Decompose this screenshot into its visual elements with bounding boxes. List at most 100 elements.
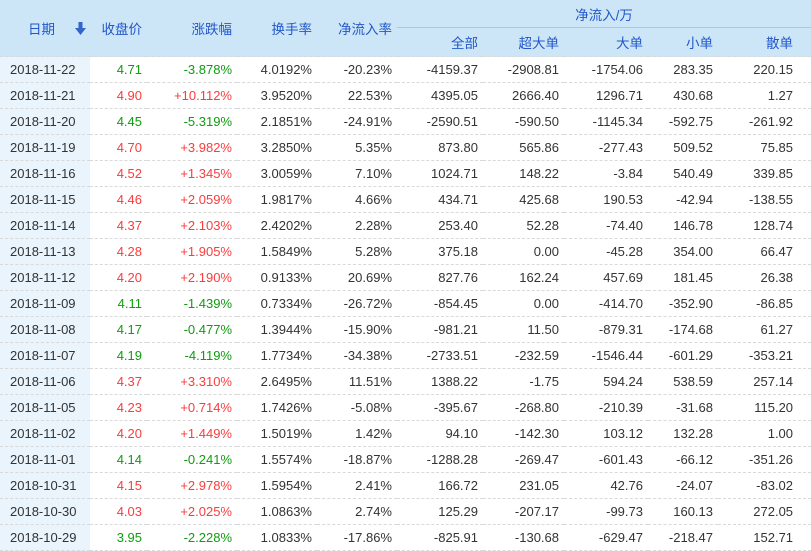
inflow-all-cell: 827.76	[397, 264, 483, 291]
inflow-rate-cell: 5.28%	[317, 238, 397, 265]
turnover-cell: 2.1851%	[237, 108, 317, 135]
date-cell: 2018-10-31	[0, 472, 90, 499]
date-cell: 2018-10-29	[0, 524, 90, 551]
date-cell: 2018-11-01	[0, 446, 90, 473]
column-header-large: 大单	[564, 27, 648, 57]
turnover-cell: 1.5574%	[237, 446, 317, 473]
inflow-rate-cell: 1.42%	[317, 420, 397, 447]
inflow-rate-cell: 4.66%	[317, 186, 397, 213]
date-cell: 2018-11-09	[0, 290, 90, 317]
close-cell: 4.71	[90, 56, 147, 83]
inflow-rate-cell: -15.90%	[317, 316, 397, 343]
inflow-rate-cell: 11.51%	[317, 368, 397, 395]
close-cell: 4.23	[90, 394, 147, 421]
inflow-scattered-cell: 339.85	[718, 160, 811, 187]
inflow-all-cell: 375.18	[397, 238, 483, 265]
inflow-scattered-cell: 220.15	[718, 56, 811, 83]
inflow-super-large-cell: -590.50	[483, 108, 564, 135]
table-row: 2018-11-01 4.14 -0.241% 1.5574% -18.87% …	[0, 446, 811, 473]
date-cell: 2018-11-02	[0, 420, 90, 447]
turnover-cell: 1.5849%	[237, 238, 317, 265]
inflow-scattered-cell: -83.02	[718, 472, 811, 499]
inflow-super-large-cell: 231.05	[483, 472, 564, 499]
column-header-change: 涨跌幅	[147, 0, 237, 57]
inflow-large-cell: 103.12	[564, 420, 648, 447]
change-cell: +2.190%	[147, 264, 237, 291]
turnover-cell: 3.0059%	[237, 160, 317, 187]
turnover-cell: 1.7734%	[237, 342, 317, 369]
inflow-super-large-cell: 11.50	[483, 316, 564, 343]
change-cell: -5.319%	[147, 108, 237, 135]
inflow-large-cell: -99.73	[564, 498, 648, 525]
column-header-turnover: 换手率	[237, 0, 317, 57]
inflow-all-cell: 166.72	[397, 472, 483, 499]
turnover-cell: 1.0833%	[237, 524, 317, 551]
inflow-all-cell: -2590.51	[397, 108, 483, 135]
inflow-super-large-cell: 0.00	[483, 290, 564, 317]
date-cell: 2018-11-19	[0, 134, 90, 161]
close-cell: 4.90	[90, 82, 147, 109]
inflow-super-large-cell: -130.68	[483, 524, 564, 551]
date-cell: 2018-11-06	[0, 368, 90, 395]
column-header-close: 收盘价	[90, 0, 147, 57]
inflow-scattered-cell: 1.00	[718, 420, 811, 447]
turnover-cell: 3.9520%	[237, 82, 317, 109]
inflow-all-cell: 873.80	[397, 134, 483, 161]
table-row: 2018-11-07 4.19 -4.119% 1.7734% -34.38% …	[0, 342, 811, 369]
close-cell: 4.52	[90, 160, 147, 187]
table-row: 2018-11-21 4.90 +10.112% 3.9520% 22.53% …	[0, 82, 811, 109]
inflow-rate-cell: 2.28%	[317, 212, 397, 239]
inflow-super-large-cell: -1.75	[483, 368, 564, 395]
inflow-large-cell: 457.69	[564, 264, 648, 291]
change-cell: +2.025%	[147, 498, 237, 525]
date-cell: 2018-11-13	[0, 238, 90, 265]
inflow-small-cell: 540.49	[648, 160, 718, 187]
date-cell: 2018-11-08	[0, 316, 90, 343]
inflow-small-cell: -601.29	[648, 342, 718, 369]
column-header-date-label: 日期	[28, 22, 55, 37]
inflow-all-cell: 125.29	[397, 498, 483, 525]
inflow-small-cell: 538.59	[648, 368, 718, 395]
inflow-rate-cell: 22.53%	[317, 82, 397, 109]
change-cell: -2.228%	[147, 524, 237, 551]
inflow-scattered-cell: 152.71	[718, 524, 811, 551]
inflow-super-large-cell: 2666.40	[483, 82, 564, 109]
inflow-scattered-cell: 26.38	[718, 264, 811, 291]
column-header-small: 小单	[648, 27, 718, 57]
table-row: 2018-11-13 4.28 +1.905% 1.5849% 5.28% 37…	[0, 238, 811, 265]
inflow-large-cell: -1145.34	[564, 108, 648, 135]
inflow-super-large-cell: 162.24	[483, 264, 564, 291]
date-cell: 2018-11-22	[0, 56, 90, 83]
close-cell: 4.28	[90, 238, 147, 265]
inflow-super-large-cell: -269.47	[483, 446, 564, 473]
inflow-super-large-cell: 52.28	[483, 212, 564, 239]
column-header-inflow-rate: 净流入率	[317, 0, 397, 57]
inflow-large-cell: 1296.71	[564, 82, 648, 109]
table-row: 2018-10-31 4.15 +2.978% 1.5954% 2.41% 16…	[0, 472, 811, 499]
inflow-all-cell: 94.10	[397, 420, 483, 447]
date-cell: 2018-11-12	[0, 264, 90, 291]
table-row: 2018-11-05 4.23 +0.714% 1.7426% -5.08% -…	[0, 394, 811, 421]
inflow-large-cell: 594.24	[564, 368, 648, 395]
date-cell: 2018-11-20	[0, 108, 90, 135]
change-cell: -4.119%	[147, 342, 237, 369]
inflow-scattered-cell: -351.26	[718, 446, 811, 473]
inflow-all-cell: 1024.71	[397, 160, 483, 187]
inflow-large-cell: -45.28	[564, 238, 648, 265]
table-row: 2018-11-02 4.20 +1.449% 1.5019% 1.42% 94…	[0, 420, 811, 447]
inflow-super-large-cell: 425.68	[483, 186, 564, 213]
change-cell: -1.439%	[147, 290, 237, 317]
close-cell: 4.17	[90, 316, 147, 343]
inflow-all-cell: 1388.22	[397, 368, 483, 395]
inflow-small-cell: -174.68	[648, 316, 718, 343]
inflow-all-cell: -4159.37	[397, 56, 483, 83]
inflow-rate-cell: 2.41%	[317, 472, 397, 499]
close-cell: 3.95	[90, 524, 147, 551]
inflow-all-cell: -1288.28	[397, 446, 483, 473]
inflow-super-large-cell: -232.59	[483, 342, 564, 369]
inflow-small-cell: -42.94	[648, 186, 718, 213]
column-header-date[interactable]: 日期	[0, 0, 90, 57]
change-cell: +1.449%	[147, 420, 237, 447]
